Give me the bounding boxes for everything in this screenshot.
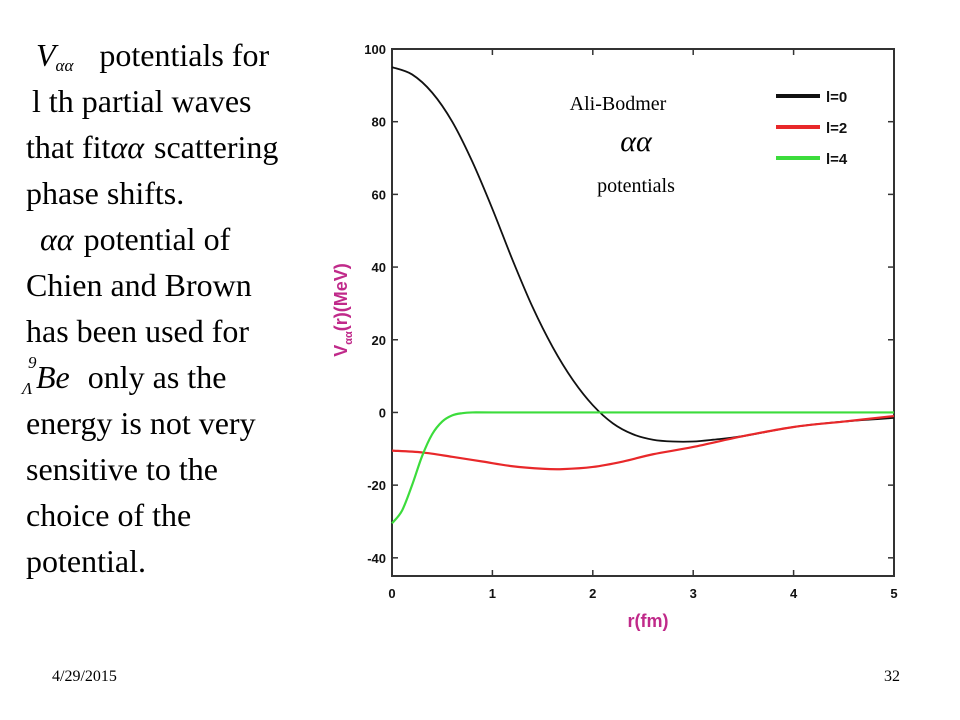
text-fragment: potential. [26,543,146,579]
text-line: has been used for [26,308,326,354]
text-fragment: scattering [154,129,279,165]
text-fragment: sensitive to the [26,451,218,487]
text-fragment: energy is not very [26,405,256,441]
y-axis-title: Vαα(r)(MeV) [331,263,355,357]
x-tick-label: 3 [690,586,697,601]
math-symbol: αα [110,129,145,165]
text-line: that fitαα scattering [26,124,326,170]
text-fragment: phase shifts. [26,175,185,211]
y-tick-label: 60 [372,187,386,202]
text-fragment: choice of the [26,497,192,533]
math-subscript: Λ [22,379,33,398]
math-symbol: αα [40,221,74,257]
text-fragment: potentials for [99,37,270,73]
y-tick-label: 80 [372,115,386,130]
legend: l=0 l=2 l=4 [776,89,848,168]
annotation-line3: potentials [597,175,675,197]
x-tick-label: 4 [790,586,798,601]
tick-group: 0 1 2 3 4 5 100 80 60 40 20 0 -20 -40 [364,42,897,601]
series-group [391,66,895,525]
text-line: Chien and Brown [26,262,326,308]
legend-label: l=0 [826,89,847,106]
y-tick-label: 40 [372,260,386,275]
annotation-math: αα [620,125,653,158]
legend-label: l=4 [826,151,848,168]
text-fragment: Chien and Brown [26,267,252,303]
text-fragment: that fit [26,129,111,165]
y-axis-title-sub: αα [343,331,355,345]
y-axis-title-rest: (r)(MeV) [331,263,351,331]
y-tick-label: 0 [379,405,386,420]
text-line: sensitive to the [26,446,326,492]
x-tick-label: 0 [388,586,395,601]
slide-text: Vαα potentials for l th partial waves that … [22,32,326,584]
text-line: potential. [26,538,326,584]
x-tick-label: 1 [489,586,496,601]
text-fragment: has been used for [26,313,250,349]
series-line-l2 [391,414,895,471]
slide-page-number: 32 [884,668,900,685]
text-line: energy is not very [26,400,326,446]
text-line: Vαα potentials for [26,32,326,78]
text-line: choice of the [26,492,326,538]
math-symbol: V [36,37,56,73]
x-tick-label: 5 [890,586,897,601]
series-line-l4 [391,411,894,525]
y-tick-label: -20 [367,478,386,493]
y-tick-label: 20 [372,333,386,348]
plot-frame [391,48,895,577]
x-axis-title: r(fm) [628,611,669,631]
annotation-line1: Ali-Bodmer [570,93,667,115]
text-fragment: only as the [87,359,227,395]
text-line: l th partial waves [26,78,326,124]
text-line: 9 Λ Be only as the [22,353,326,400]
series-line-l0 [391,66,895,443]
svg-text:Vαα(r)(MeV): Vαα(r)(MeV) [331,263,355,357]
math-superscript: 9 [28,353,37,372]
text-fragment: potential of [83,221,231,257]
y-axis-title-main: V [331,345,351,357]
text-line: phase shifts. [26,170,326,216]
text-fragment: l th partial waves [32,83,252,119]
y-tick-label: 100 [364,42,386,57]
math-subscript: αα [55,56,74,75]
slide-date: 4/29/2015 [52,668,117,685]
x-tick-label: 2 [589,586,596,601]
text-line: αα potential of [26,216,326,262]
y-tick-label: -40 [367,551,386,566]
legend-label: l=2 [826,120,847,137]
math-symbol: Be [36,359,70,395]
